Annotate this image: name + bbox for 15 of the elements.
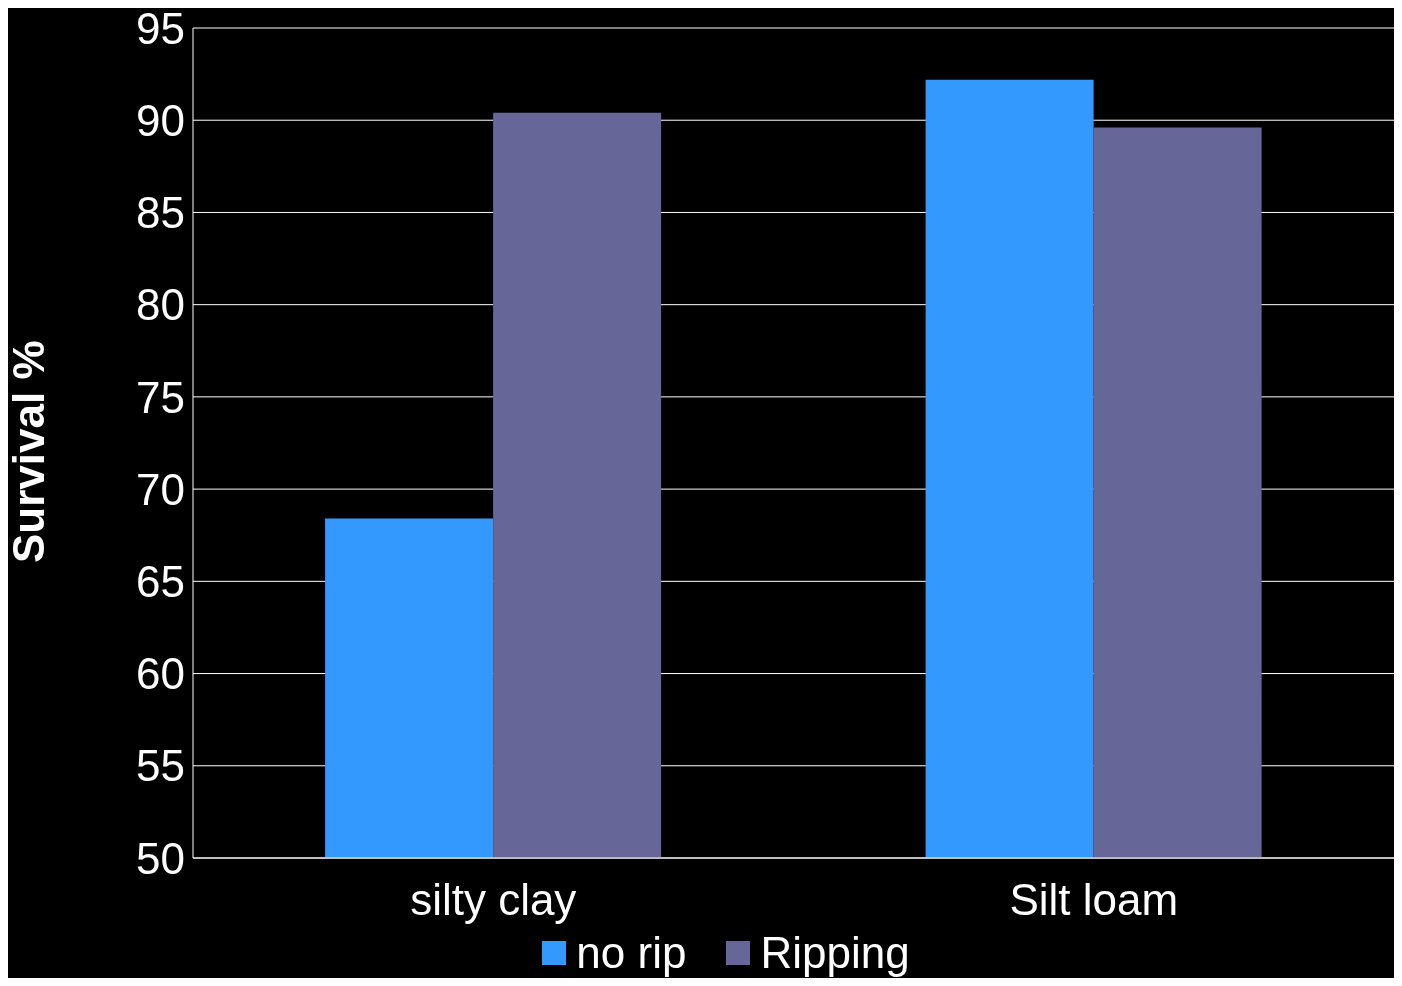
y-tick-label: 60 — [136, 649, 185, 699]
legend-label: no rip — [576, 928, 687, 978]
y-tick-label: 70 — [136, 464, 185, 514]
y-tick-label: 85 — [136, 188, 185, 238]
x-tick-label: silty clay — [410, 875, 577, 925]
y-tick-label: 80 — [136, 280, 185, 330]
y-axis-title: Survival % — [3, 340, 53, 563]
y-tick-label: 95 — [136, 3, 185, 53]
x-tick-label: Silt loam — [1009, 875, 1179, 925]
y-tick-label: 50 — [136, 833, 185, 883]
legend-label: Ripping — [760, 928, 910, 978]
y-tick-label: 65 — [136, 556, 185, 606]
y-tick-label: 90 — [136, 95, 185, 145]
y-tick-label: 75 — [136, 372, 185, 422]
y-tick-label: 55 — [136, 741, 185, 791]
